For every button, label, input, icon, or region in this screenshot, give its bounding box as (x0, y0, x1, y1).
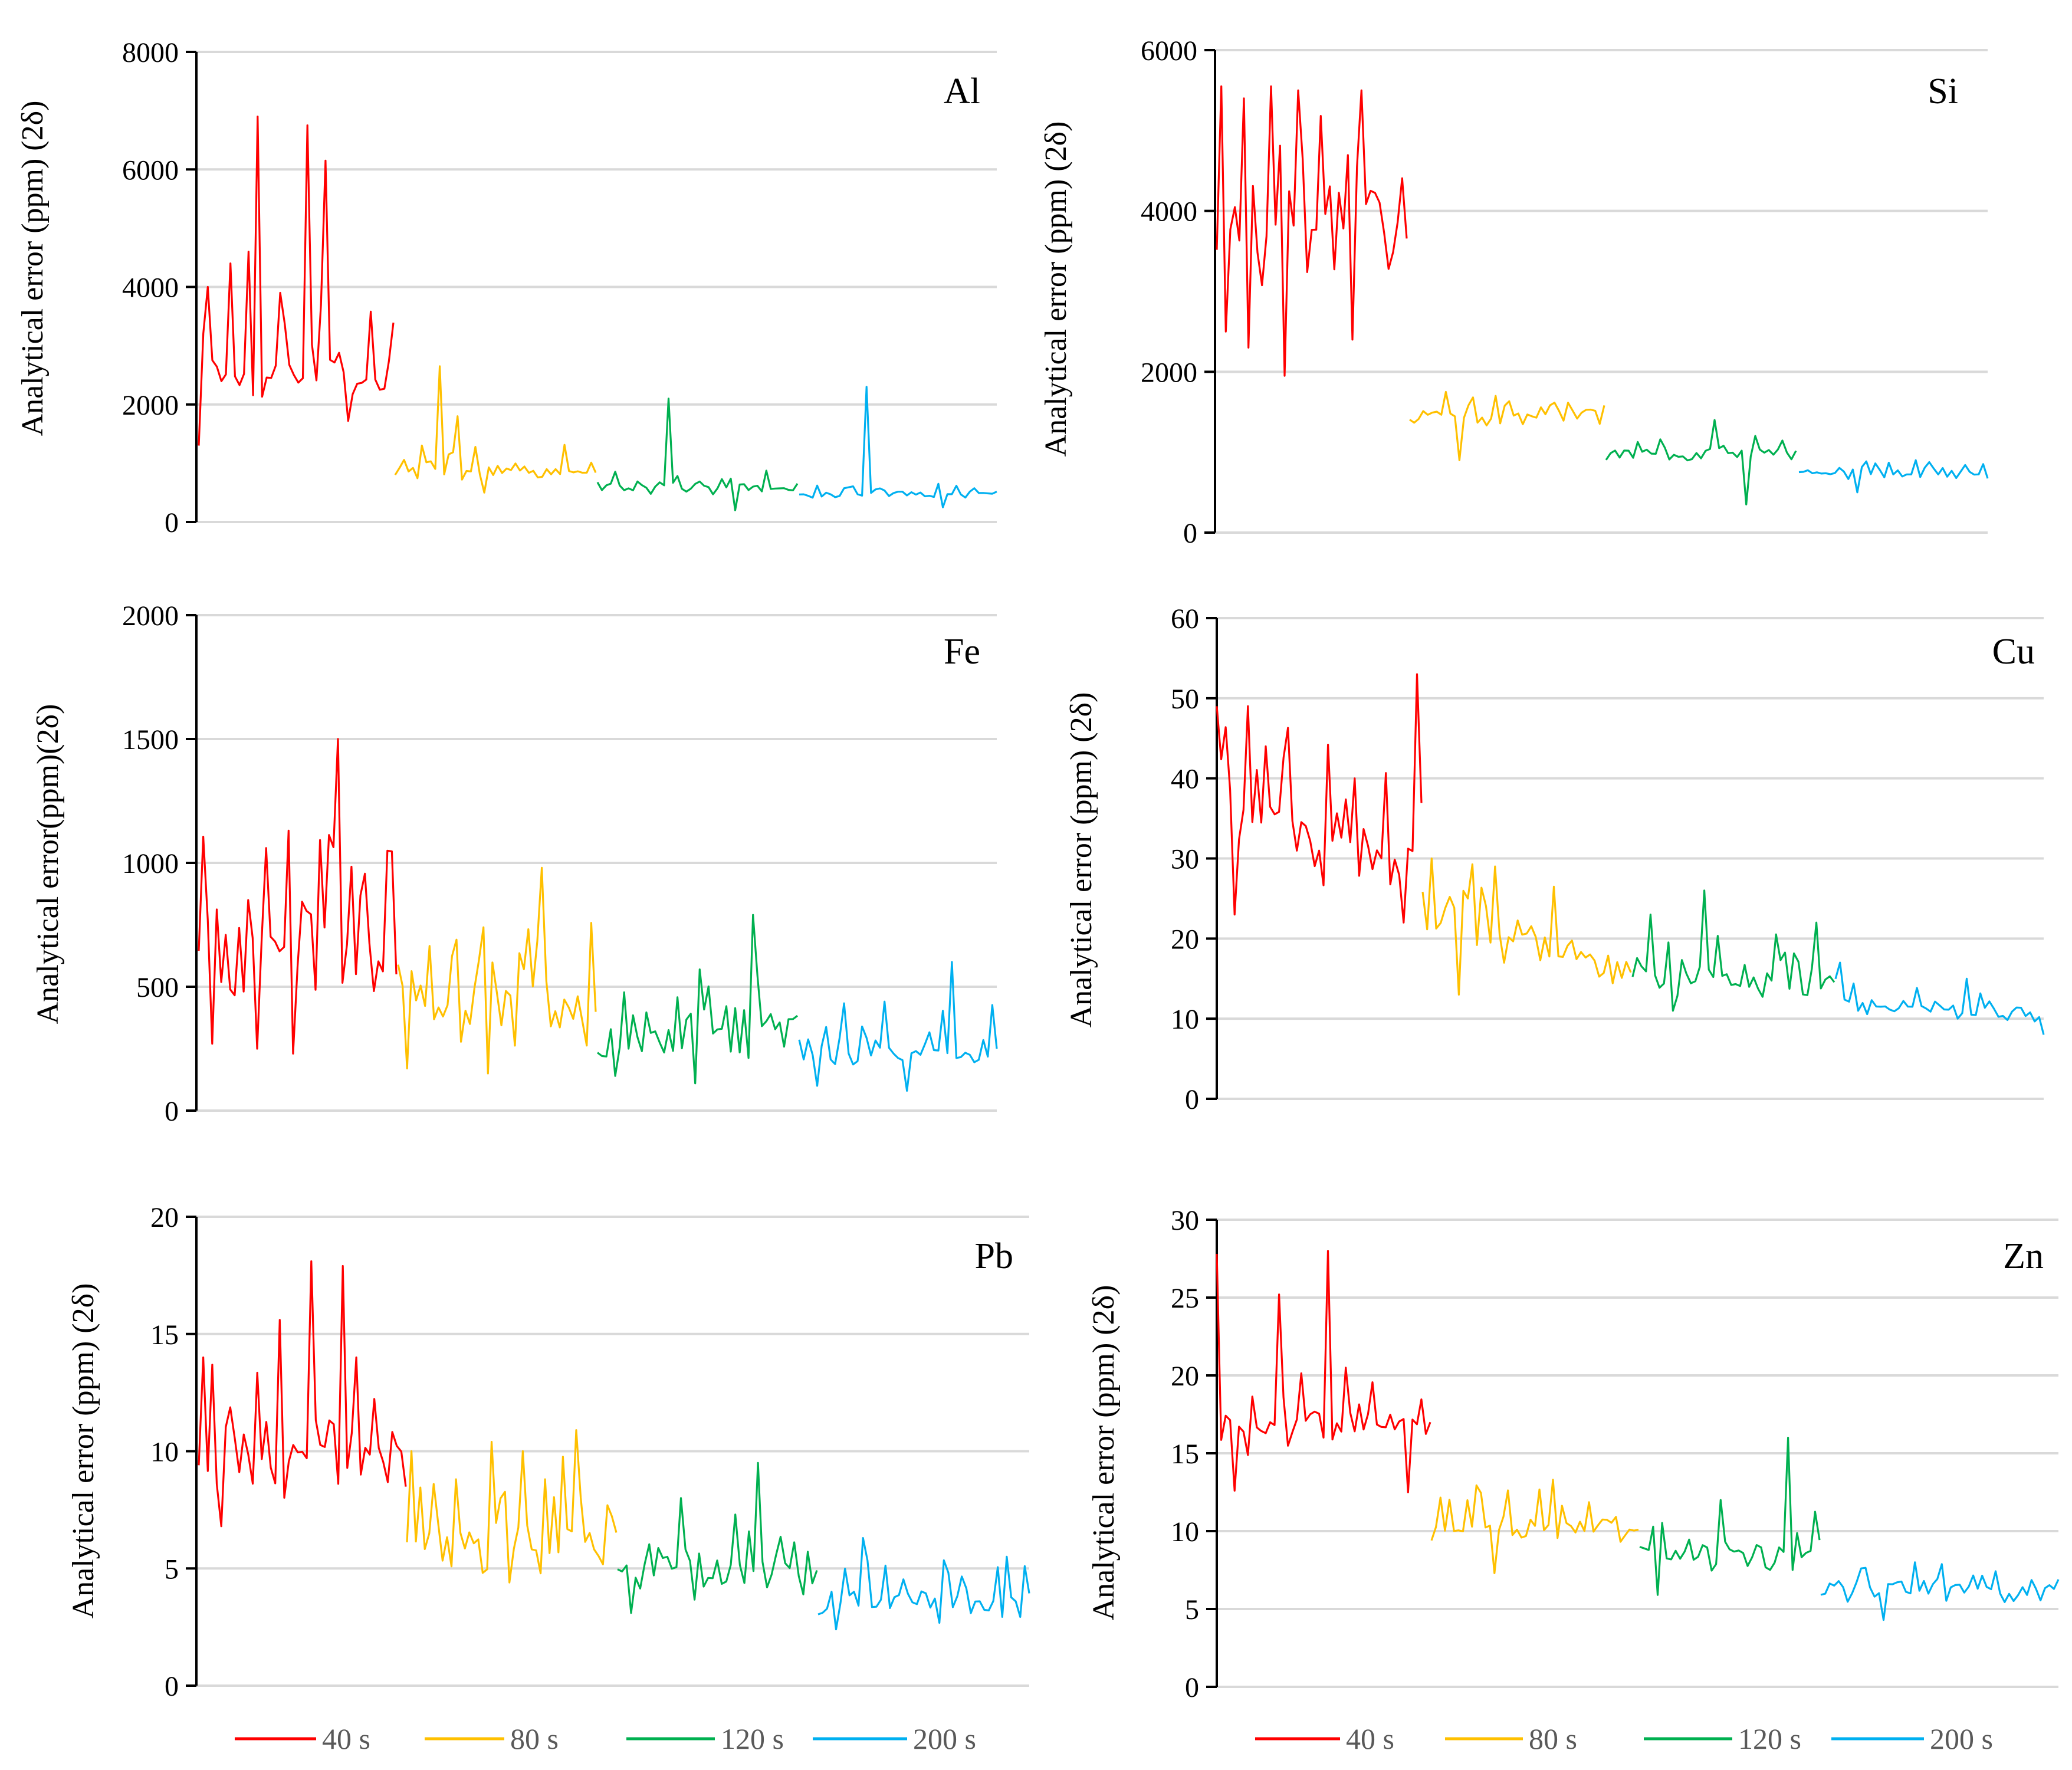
y-tick-label: 4000 (1141, 196, 1197, 228)
series-line-40s (1216, 1250, 1431, 1493)
y-tick-label: 0 (165, 1096, 179, 1127)
y-tick-label: 5 (1185, 1594, 1199, 1625)
y-axis-label: Analytical error (ppm) (2δ) (67, 1283, 100, 1619)
series-line-200s (799, 386, 997, 508)
y-axis-label: Analytical error (ppm) (2δ) (16, 101, 50, 436)
series-line-200s (1798, 459, 1989, 494)
panel-title: Fe (944, 632, 980, 672)
panel-cu: 0 10 20 30 40 50 60 Analytical error (ppm) (2δ)… (1065, 603, 2045, 1115)
y-tick-label: 30 (1171, 844, 1199, 875)
legend-label: 40 s (322, 1722, 370, 1755)
y-tick-label: 0 (1185, 1672, 1199, 1703)
y-tick-label: 500 (136, 972, 179, 1003)
y-tick-label: 25 (1171, 1283, 1199, 1314)
panel-title: Pb (975, 1236, 1013, 1276)
series-line-120s (1631, 889, 1835, 1012)
y-tick-label: 20 (1171, 1361, 1199, 1392)
y-tick-label: 1000 (122, 848, 179, 879)
panel-title: Al (944, 71, 980, 111)
y-tick-label: 2000 (1141, 357, 1197, 388)
y-tick-label: 10 (1171, 1516, 1199, 1548)
y-axis-label: Analytical error (ppm) (2δ) (1039, 121, 1073, 457)
series-line-120s (1605, 419, 1797, 505)
y-tick-label: 0 (1185, 1084, 1199, 1115)
series-line-80s (406, 1429, 618, 1584)
legend-label: 120 s (721, 1722, 784, 1755)
y-tick-label: 2000 (122, 600, 179, 632)
series-line-200s (1834, 961, 2045, 1035)
y-tick-label: 1500 (122, 724, 179, 756)
legend-left: 40 s 80 s 120 s 200 s (235, 1722, 976, 1755)
y-tick-label: 0 (165, 1671, 179, 1702)
panel-si: 0 2000 4000 6000 Analytical error (ppm) (2δ)… (1039, 35, 1989, 549)
legend-label: 120 s (1738, 1722, 1801, 1755)
y-tick-label: 0 (1183, 518, 1197, 549)
y-tick-label: 6000 (1141, 35, 1197, 67)
y-tick-label: 20 (1171, 924, 1199, 955)
series-line-200s (1820, 1561, 2060, 1621)
y-tick-label: 15 (1171, 1439, 1199, 1470)
series-line-80s (1409, 390, 1605, 461)
panel-title: Cu (1992, 632, 2035, 672)
y-tick-label: 60 (1171, 603, 1199, 635)
series-line-120s (1639, 1437, 1821, 1596)
y-axis-label: Analytical error(ppm)(2δ) (31, 704, 65, 1024)
y-tick-label: 8000 (122, 37, 179, 68)
y-tick-label: 5 (165, 1554, 179, 1585)
series-line-80s (1421, 857, 1632, 996)
panel-pb: 0 5 10 15 20 Analytical error (ppm) (2δ) Pb (67, 1202, 1030, 1702)
y-tick-label: 10 (1171, 1004, 1199, 1035)
legend-label: 80 s (1529, 1722, 1577, 1755)
series-line-80s (1430, 1479, 1639, 1574)
y-tick-label: 15 (150, 1319, 179, 1351)
legend-label: 80 s (510, 1722, 559, 1755)
panel-fe: 0 500 1000 1500 2000 Analytical error(ppm)(2δ… (31, 600, 998, 1127)
series-line-40s (198, 738, 398, 1055)
series-line-120s (597, 914, 798, 1085)
series-line-80s (394, 365, 597, 494)
series-line-120s (617, 1462, 818, 1614)
y-tick-label: 2000 (122, 390, 179, 421)
y-tick-label: 0 (165, 507, 179, 538)
legend-label: 40 s (1346, 1722, 1394, 1755)
legend-label: 200 s (1930, 1722, 1993, 1755)
legend-right: 40 s 80 s 120 s 200 s (1255, 1722, 1993, 1755)
panel-zn: 0 5 10 15 20 25 30 Analytical error (ppm) (2δ) Z… (1087, 1205, 2060, 1703)
y-tick-label: 40 (1171, 764, 1199, 795)
series-line-120s (596, 398, 799, 511)
legend-label: 200 s (913, 1722, 976, 1755)
series-line-80s (397, 866, 597, 1075)
panel-title: Si (1927, 71, 1958, 111)
y-tick-label: 20 (150, 1202, 179, 1233)
series-line-200s (798, 961, 998, 1092)
y-tick-label: 6000 (122, 155, 179, 186)
y-tick-label: 30 (1171, 1205, 1199, 1236)
series-line-40s (1216, 85, 1408, 377)
series-line-40s (198, 1260, 407, 1528)
y-axis-label: Analytical error (ppm) (2δ) (1087, 1285, 1121, 1621)
y-tick-label: 50 (1171, 684, 1199, 715)
y-tick-label: 10 (150, 1437, 179, 1468)
series-line-40s (1216, 673, 1423, 924)
series-line-200s (817, 1537, 1030, 1631)
y-axis-label: Analytical error (ppm) (2δ) (1065, 692, 1098, 1028)
series-line-40s (198, 116, 395, 446)
panel-title: Zn (2003, 1236, 2044, 1276)
panel-al: 0 2000 4000 6000 8000 Analytical error (ppm) … (16, 37, 997, 538)
y-tick-label: 4000 (122, 272, 179, 304)
